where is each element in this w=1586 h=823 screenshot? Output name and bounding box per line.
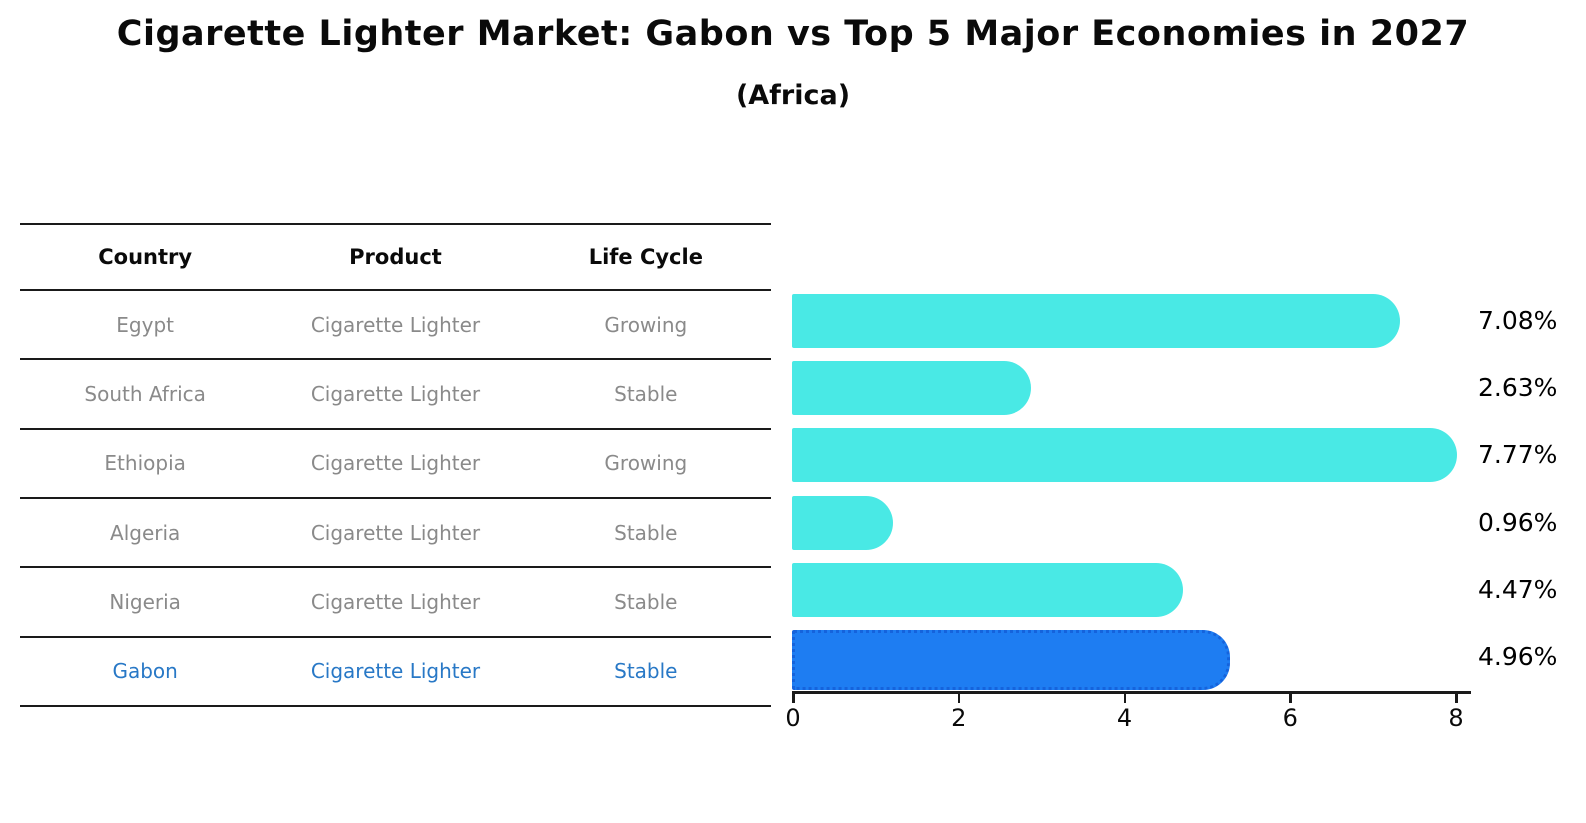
x-tick-label-4: 4: [1116, 704, 1133, 732]
table-body: Egypt Cigarette Lighter Growing South Afric…: [20, 291, 771, 707]
table-cell-country: Gabon: [112, 659, 178, 684]
value-label-south-africa: 2.63%: [1478, 372, 1558, 402]
table-cell-product: Cigarette Lighter: [310, 451, 481, 476]
table-cell-country: Algeria: [110, 520, 181, 545]
column-header-product: Product: [349, 245, 442, 269]
table-row-egypt: Egypt Cigarette Lighter Growing: [20, 291, 771, 361]
bar-south-africa: [792, 360, 1031, 415]
x-tick-label-8: 8: [1448, 704, 1464, 732]
x-tick-label-2: 2: [951, 704, 967, 732]
x-axis-line: [792, 691, 1471, 694]
x-tick-mark-4: [1123, 694, 1126, 703]
column-header-country: Country: [98, 245, 193, 269]
x-tick-mark-6: [1289, 694, 1292, 703]
table-cell-life-cycle: Stable: [614, 659, 678, 684]
table-row-nigeria: Nigeria Cigarette Lighter Stable: [20, 568, 771, 638]
table-cell-country: Egypt: [116, 312, 175, 337]
x-tick-mark-0: [792, 694, 795, 703]
value-label-ethiopia: 7.77%: [1478, 440, 1558, 470]
bar-ethiopia: [792, 428, 1457, 483]
chart-title: Cigarette Lighter Market: Gabon vs Top 5…: [116, 14, 1470, 54]
table-row-ethiopia: Ethiopia Cigarette Lighter Growing: [20, 430, 771, 499]
bar-algeria: [792, 495, 893, 550]
table-cell-product: Cigarette Lighter: [310, 589, 481, 614]
value-label-algeria: 0.96%: [1478, 507, 1558, 537]
table-cell-life-cycle: Stable: [614, 589, 678, 614]
table-header-row: Country Product Life Cycle: [20, 223, 771, 291]
highlighted-bar-gabon: [792, 630, 1231, 691]
table-cell-life-cycle: Stable: [614, 520, 678, 545]
value-label-gabon: 4.96%: [1478, 642, 1558, 672]
table-cell-product: Cigarette Lighter: [310, 520, 481, 545]
table-cell-country: Ethiopia: [104, 451, 186, 476]
x-tick-mark-2: [957, 694, 961, 703]
table-row-algeria: Algeria Cigarette Lighter Stable: [20, 499, 771, 569]
table-row-gabon: Gabon Cigarette Lighter Stable: [20, 638, 771, 707]
chart-subtitle: (Africa): [735, 80, 851, 111]
table-cell-life-cycle: Growing: [604, 312, 688, 337]
x-tick-label-0: 0: [785, 704, 801, 732]
x-tick-mark-8: [1455, 694, 1458, 703]
bar-egypt: [792, 293, 1400, 348]
table-cell-product: Cigarette Lighter: [310, 312, 481, 337]
bar-nigeria: [792, 562, 1184, 617]
table-cell-product: Cigarette Lighter: [310, 381, 481, 406]
table-cell-country: South Africa: [84, 381, 206, 406]
table-cell-life-cycle: Growing: [604, 451, 688, 476]
x-tick-label-6: 6: [1282, 704, 1298, 732]
country-table: Country Product Life Cycle Egypt Cigarett…: [20, 223, 771, 707]
column-header-life-cycle: Life Cycle: [588, 245, 703, 269]
value-label-nigeria: 4.47%: [1478, 574, 1558, 604]
table-cell-country: Nigeria: [109, 589, 181, 614]
table-row-south-africa: South Africa Cigarette Lighter Stable: [20, 360, 771, 430]
table-cell-life-cycle: Stable: [614, 381, 678, 406]
value-label-egypt: 7.08%: [1478, 305, 1558, 335]
table-cell-product: Cigarette Lighter: [310, 659, 481, 684]
